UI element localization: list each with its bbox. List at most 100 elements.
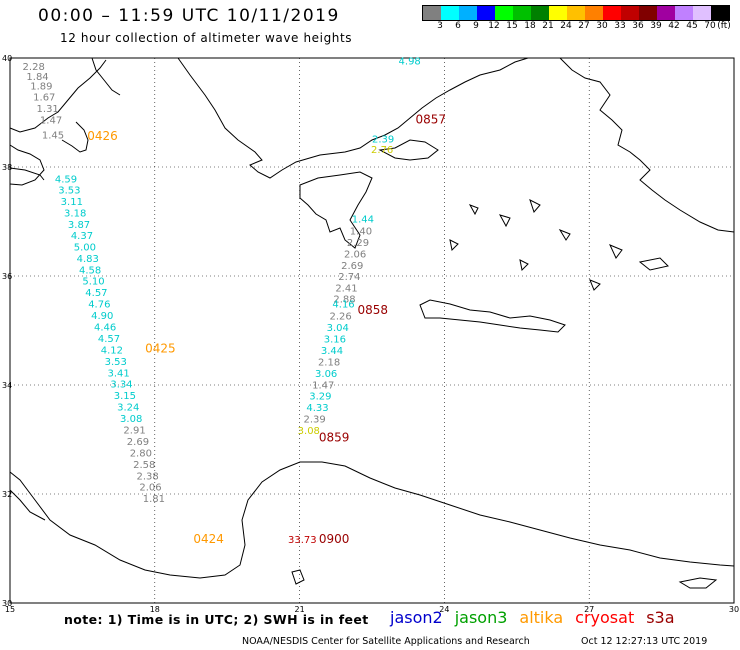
colorbar-swatch (423, 6, 441, 20)
wave-height-obs: 3.08 (298, 426, 320, 437)
wave-height-obs: 4.33 (306, 403, 328, 414)
pass-time-label: 0900 (319, 532, 350, 546)
wave-height-obs: 1.47 (312, 380, 334, 391)
colorbar-label: 6 (455, 21, 461, 31)
wave-height-obs: 3.34 (110, 380, 132, 391)
satellite-legend: jason2 jason3 altika cryosat s3a (390, 608, 687, 627)
lat-tick-label: 30 (2, 599, 12, 608)
legend-altika: altika (519, 608, 564, 627)
axis-tick-labels: 15 18 21 24 27 30 40 38 36 34 32 30 (2, 54, 739, 614)
wave-height-obs: 2.88 (333, 295, 355, 306)
footer-timestamp: Oct 12 12:27:13 UTC 2019 (581, 636, 708, 647)
altimeter-tracks: 2.281.841.891.671.311.471.454.593.533.11… (23, 57, 446, 547)
colorbar-label: 45 (686, 21, 698, 31)
wave-height-obs: 1.47 (40, 115, 62, 126)
wave-height-obs: 2.18 (318, 357, 340, 368)
wave-height-obs: 5.00 (74, 242, 96, 253)
wave-height-obs: 1.44 (352, 215, 374, 226)
coast-africa (9, 461, 735, 579)
wave-height-obs: 1.45 (42, 131, 64, 142)
coast-aegean-islands (449, 199, 669, 291)
colorbar-swatch (513, 6, 531, 20)
colorbar-swatch (621, 6, 639, 20)
legend-jason3: jason3 (454, 608, 508, 627)
lat-tick-label: 32 (2, 490, 12, 499)
wave-height-obs: 3.06 (315, 369, 337, 380)
colorbar-swatch (639, 6, 657, 20)
wave-height-obs: 2.28 (23, 62, 45, 73)
wave-height-obs: 4.58 (79, 265, 101, 276)
colorbar-label: 36 (632, 21, 644, 31)
colorbar-label: 3 (437, 21, 443, 31)
lat-tick-label: 34 (2, 381, 12, 390)
coast-sicily (9, 167, 45, 181)
wave-height-obs: 3.15 (114, 391, 136, 402)
colorbar-swatch (495, 6, 513, 20)
lat-tick-label: 38 (2, 163, 12, 172)
colorbar-swatch (459, 6, 477, 20)
wave-height-obs: 4.83 (77, 254, 99, 265)
wave-height-obs: 3.04 (327, 323, 349, 334)
wave-height-obs: 2.69 (341, 261, 363, 272)
wave-height-obs: 1.67 (33, 93, 55, 104)
wave-height-obs: 1.40 (350, 227, 372, 238)
wave-height-obs: 1.89 (30, 82, 52, 93)
colorbar-swatch (567, 6, 585, 20)
lon-tick-label: 24 (439, 605, 449, 614)
wave-height-obs: 3.11 (61, 197, 83, 208)
wave-height-obs: 3.08 (120, 414, 142, 425)
wave-height-obs: 33.73 (288, 535, 317, 546)
pass-time-label: 0857 (415, 112, 446, 126)
coast-crete (419, 299, 566, 333)
legend-jason2: jason2 (390, 608, 443, 627)
legend-s3a: s3a (646, 608, 675, 627)
wave-height-obs: 4.12 (101, 345, 123, 356)
wave-height-obs: 2.58 (133, 460, 155, 471)
colorbar-label: 33 (614, 21, 626, 31)
wave-height-obs: 4.57 (98, 334, 120, 345)
wave-height-obs: 3.41 (107, 368, 129, 379)
wave-height-obs: 3.18 (64, 209, 86, 220)
coast-island-south (291, 569, 718, 589)
wave-height-obs: 4.37 (71, 231, 93, 242)
colorbar-label: 21 (542, 21, 554, 31)
colorbar-label: 42 (668, 21, 680, 31)
wave-height-obs: 4.98 (399, 57, 421, 68)
graticule (10, 58, 734, 603)
coastlines (9, 57, 735, 589)
wave-height-obs: 4.57 (85, 288, 107, 299)
colorbar-unit: (ft) (717, 21, 731, 31)
wave-height-obs: 3.53 (58, 186, 80, 197)
wave-height-obs: 4.46 (94, 323, 116, 334)
colorbar-label: 39 (650, 21, 662, 31)
colorbar-labels: 3 6 9 12 15 18 21 24 27 30 33 36 39 42 45 70 (ft) (422, 21, 740, 33)
colorbar-swatch (477, 6, 495, 20)
colorbar-swatch (441, 6, 459, 20)
wave-height-obs: 4.90 (91, 311, 113, 322)
coast-turkey (559, 57, 735, 233)
colorbar (422, 5, 730, 21)
coast-italy (9, 57, 121, 186)
coast-euboea (378, 139, 439, 161)
page-title: 00:00 – 11:59 UTC 10/11/2019 (38, 6, 340, 26)
pass-time-label: 0859 (319, 431, 350, 445)
wave-height-obs: 2.91 (123, 426, 145, 437)
footer-credit: NOAA/NESDIS Center for Satellite Applica… (242, 636, 530, 647)
wave-height-obs: 2.69 (127, 437, 149, 448)
wave-height-obs: 3.29 (309, 392, 331, 403)
wave-height-obs: 2.76 (371, 145, 393, 156)
wave-height-obs: 2.80 (130, 448, 152, 459)
legend-cryosat: cryosat (575, 608, 635, 627)
wave-height-obs: 2.26 (330, 312, 352, 323)
wave-height-obs: 2.38 (136, 471, 158, 482)
wave-height-obs: 2.39 (303, 415, 325, 426)
colorbar-label: 24 (560, 21, 572, 31)
lon-tick-label: 21 (295, 605, 305, 614)
colorbar-swatch (603, 6, 621, 20)
pass-time-label: 0426 (87, 129, 118, 143)
lon-tick-label: 30 (729, 605, 739, 614)
map-frame (9, 57, 735, 604)
wave-height-obs: 1.31 (37, 104, 59, 115)
wave-height-obs: 4.76 (88, 300, 110, 311)
wave-height-obs: 3.87 (68, 220, 90, 231)
